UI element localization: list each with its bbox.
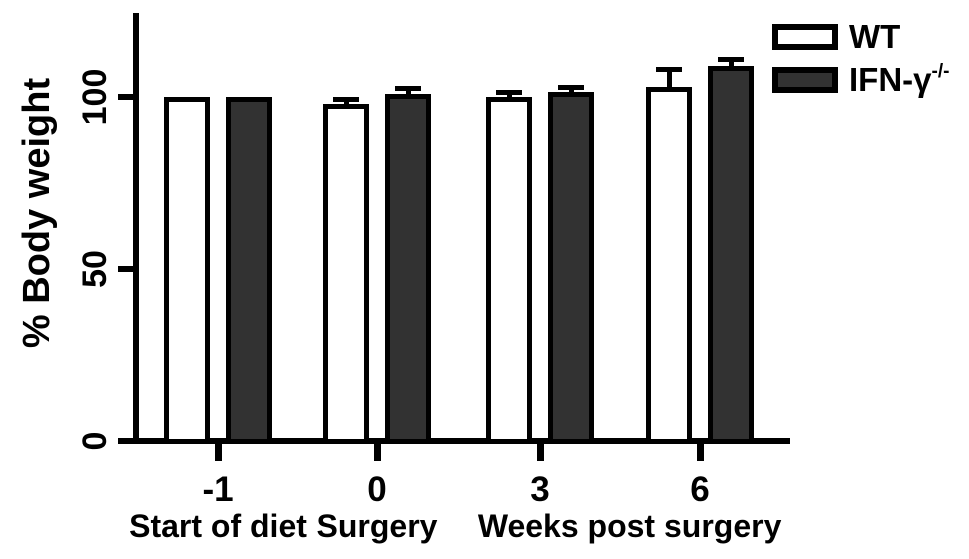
x-tick-label: 0	[367, 470, 387, 509]
y-axis-title: % Body weight	[15, 77, 58, 349]
error-bar-cap	[496, 89, 522, 95]
bar-ifn-0	[385, 93, 431, 444]
legend: WT IFN-γ-/-	[772, 20, 949, 96]
x-tick-mark	[537, 444, 544, 461]
x-axis-caption: Start of diet	[129, 508, 307, 544]
legend-entry: IFN-γ-/-	[772, 61, 950, 98]
x-tick-mark	[697, 444, 704, 461]
legend-label-superscript: -/-	[931, 61, 950, 82]
bar-wt-3	[486, 97, 532, 444]
legend-label: IFN-γ-/-	[849, 61, 950, 98]
bar-ifn--1	[226, 97, 272, 444]
error-bar-stem	[728, 59, 734, 71]
legend-swatch	[772, 23, 838, 50]
bar-wt--1	[164, 97, 210, 444]
error-bar-cap	[395, 86, 421, 92]
error-bar-stem	[343, 98, 349, 108]
error-bar-cap	[333, 96, 359, 102]
y-tick-label: 0	[75, 431, 114, 451]
x-axis-caption: Weeks post surgery	[477, 508, 782, 544]
y-tick-label: 100	[75, 68, 114, 126]
y-axis-line	[133, 13, 139, 444]
error-bar-stem	[506, 91, 512, 101]
x-tick-label: 3	[530, 470, 550, 509]
error-bar-stem	[666, 69, 672, 91]
legend-swatch	[772, 66, 838, 93]
error-bar-cap	[558, 84, 584, 90]
y-tick-mark	[118, 266, 133, 272]
x-tick-mark	[215, 444, 222, 461]
x-tick-label: 6	[690, 470, 710, 509]
error-bar-stem	[405, 88, 411, 98]
bar-ifn-3	[548, 91, 594, 444]
error-bar-cap	[656, 67, 682, 73]
y-tick-mark	[118, 438, 133, 444]
y-tick-label: 50	[75, 250, 114, 288]
error-bar-cap	[718, 57, 744, 63]
y-tick-mark	[118, 94, 133, 100]
bar-wt-0	[323, 103, 369, 444]
bar-ifn-6	[708, 66, 754, 444]
x-tick-label: -1	[202, 470, 234, 509]
legend-entry: WT	[772, 20, 949, 53]
x-axis-caption: Surgery	[316, 508, 438, 544]
x-tick-mark	[374, 444, 381, 461]
error-bar-stem	[568, 86, 574, 96]
x-axis-line	[133, 438, 790, 444]
bar-wt-6	[646, 86, 692, 444]
legend-label: WT	[849, 18, 901, 55]
